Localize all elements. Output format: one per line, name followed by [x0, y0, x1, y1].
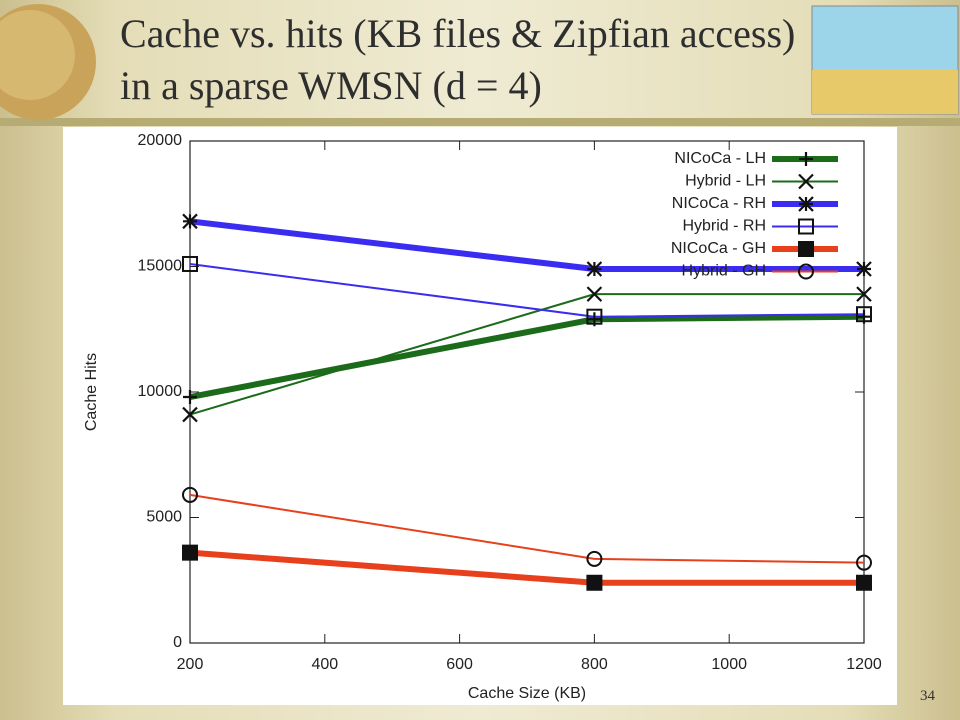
marker	[856, 574, 872, 591]
marker	[586, 574, 603, 591]
x-axis-label: Cache Size (KB)	[468, 685, 586, 702]
marker	[586, 308, 603, 325]
legend-label: NICoCa - GH	[671, 240, 766, 257]
marker	[856, 286, 872, 302]
marker	[586, 286, 603, 302]
marker	[856, 306, 872, 323]
y-tick-label: 20000	[138, 132, 183, 149]
plot-frame	[189, 140, 865, 644]
legend-label: NICoCa - RH	[672, 195, 766, 212]
legend-marker	[798, 263, 814, 280]
marker	[182, 213, 198, 230]
series-line	[189, 493, 865, 564]
x-tick-label: 1200	[846, 656, 882, 673]
legend-marker	[798, 173, 814, 190]
series-line	[189, 293, 864, 416]
marker	[586, 261, 603, 277]
slide-number: 34	[920, 688, 935, 704]
y-tick-label: 15000	[138, 258, 183, 275]
legend-marker	[798, 196, 814, 212]
y-tick-label: 10000	[138, 383, 183, 400]
x-tick-label: 600	[446, 656, 473, 673]
marker	[182, 406, 198, 423]
legend-label: NICoCa - LH	[674, 150, 766, 167]
x-tick-label: 800	[581, 656, 608, 673]
marker	[182, 544, 198, 561]
marker	[182, 486, 198, 503]
y-tick-label: 5000	[146, 509, 182, 526]
clipart-ground	[812, 70, 958, 114]
legend-label: Hybrid - LH	[685, 173, 766, 190]
x-tick-label: 1000	[711, 656, 747, 673]
legend-label: Hybrid - GH	[682, 263, 766, 280]
marker	[183, 390, 197, 405]
legend-marker	[799, 152, 813, 166]
x-tick-label: 200	[177, 656, 204, 673]
marker	[586, 550, 603, 567]
x-tick-label: 400	[311, 656, 338, 673]
marker	[856, 261, 872, 277]
legend-marker	[798, 218, 814, 235]
legend-marker	[798, 241, 814, 257]
series-line	[189, 549, 864, 586]
slide-title: Cache vs. hits (KB files & Zipfian acces…	[120, 11, 796, 108]
globe-highlight	[0, 10, 75, 100]
y-tick-label: 0	[173, 634, 182, 651]
y-axis-label: Cache Hits	[83, 353, 100, 431]
marker	[856, 554, 872, 571]
legend-label: Hybrid - RH	[682, 218, 766, 235]
title-rule	[0, 118, 960, 126]
marker	[182, 255, 198, 272]
